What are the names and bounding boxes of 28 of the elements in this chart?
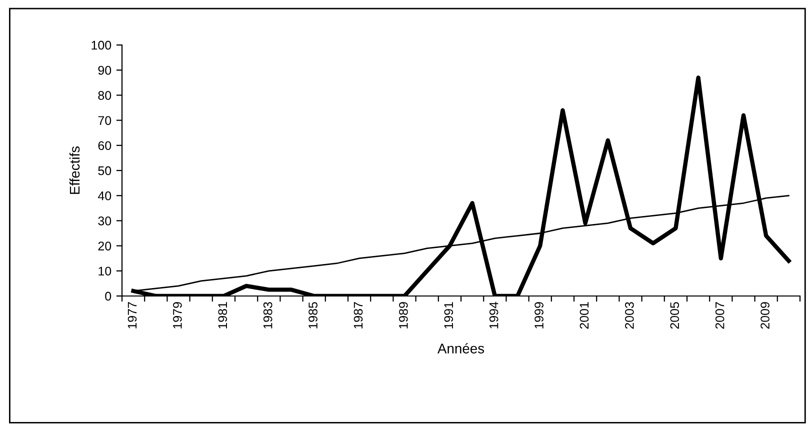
x-tick-label: 1979 — [173, 302, 182, 328]
x-tick-label: 2003 — [625, 302, 634, 329]
x-tick-label: 1994 — [489, 302, 498, 328]
y-tick-label: 100 — [92, 40, 112, 50]
x-axis-title: Années — [437, 343, 484, 354]
x-tick-label: 1999 — [534, 302, 544, 328]
y-tick-label: 80 — [98, 91, 112, 100]
x-tick-label: 2001 — [580, 302, 589, 329]
x-tick-label: 2009 — [760, 302, 770, 329]
x-tick-label: 2007 — [715, 302, 724, 329]
x-tick-label: 1977 — [128, 302, 137, 328]
y-tick-label: 10 — [98, 266, 112, 276]
x-tick-label: 1991 — [444, 302, 454, 328]
x-tick-label: 1983 — [263, 302, 272, 328]
x-tick-label: 1989 — [399, 302, 408, 328]
x-tick-label: 1985 — [308, 302, 318, 328]
y-tick-label: 50 — [98, 166, 112, 176]
y-tick-label: 30 — [98, 216, 112, 226]
x-tick-label: 1987 — [354, 302, 363, 328]
x-tick-label: 1981 — [218, 302, 228, 328]
y-tick-label: 70 — [98, 116, 112, 125]
x-tick-label: 2005 — [670, 302, 680, 329]
y-tick-label: 20 — [98, 242, 112, 250]
y-tick-label: 90 — [98, 66, 112, 75]
y-tick-label: 0 — [105, 292, 112, 301]
y-axis-title: Effectifs — [69, 146, 80, 194]
y-tick-label: 40 — [98, 191, 112, 200]
y-tick-label: 60 — [98, 141, 112, 150]
